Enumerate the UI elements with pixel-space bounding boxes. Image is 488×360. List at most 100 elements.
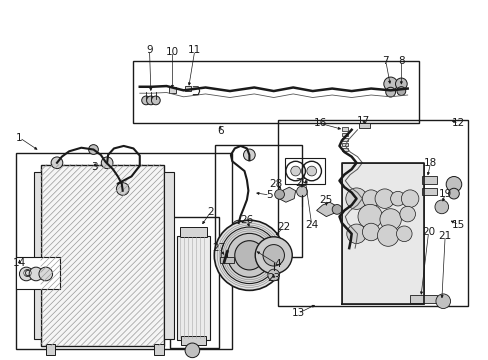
Circle shape [296, 186, 307, 197]
Bar [220, 257, 233, 263]
Circle shape [445, 176, 461, 192]
Circle shape [374, 189, 394, 208]
Bar [341, 133, 347, 136]
Circle shape [379, 209, 401, 230]
Circle shape [362, 190, 379, 207]
Text: 5: 5 [266, 190, 273, 200]
Text: 20: 20 [421, 227, 434, 237]
Bar [181, 336, 205, 345]
Circle shape [243, 149, 255, 161]
Text: 7: 7 [382, 56, 388, 66]
Circle shape [447, 188, 458, 199]
Text: 6: 6 [216, 126, 223, 135]
Text: 16: 16 [313, 118, 326, 128]
Bar [184, 86, 191, 91]
Text: ©: © [21, 269, 32, 279]
Text: 22: 22 [276, 222, 289, 232]
Text: 1: 1 [16, 133, 23, 143]
Bar [422, 188, 436, 195]
Circle shape [290, 166, 300, 176]
Text: 21: 21 [438, 231, 451, 240]
Circle shape [399, 206, 415, 222]
Bar [34, 172, 41, 338]
Circle shape [255, 237, 292, 274]
Circle shape [401, 190, 418, 207]
Circle shape [377, 225, 398, 246]
Circle shape [116, 183, 129, 195]
Circle shape [88, 145, 98, 154]
Circle shape [383, 77, 397, 91]
Text: 28: 28 [269, 179, 282, 189]
Text: 15: 15 [451, 220, 465, 230]
Text: 4: 4 [274, 259, 281, 269]
Text: 17: 17 [357, 116, 370, 126]
Bar [341, 138, 347, 141]
Text: 24: 24 [305, 220, 318, 230]
Circle shape [234, 241, 264, 270]
Circle shape [263, 244, 284, 266]
Bar [41, 165, 163, 346]
Bar [409, 296, 436, 303]
Circle shape [51, 157, 62, 168]
Bar [46, 344, 55, 355]
Circle shape [396, 87, 405, 95]
Text: 19: 19 [438, 189, 451, 199]
Circle shape [227, 233, 271, 277]
Circle shape [20, 267, 33, 281]
Bar [341, 148, 347, 151]
Text: 10: 10 [165, 46, 179, 57]
Bar [133, 61, 418, 123]
Text: 12: 12 [451, 118, 465, 128]
Circle shape [331, 204, 341, 214]
Bar [215, 145, 302, 257]
Circle shape [184, 343, 199, 357]
Circle shape [29, 267, 43, 281]
Bar [422, 176, 436, 184]
Bar [341, 163, 423, 304]
Circle shape [267, 269, 279, 281]
Circle shape [345, 188, 366, 210]
Text: 2: 2 [206, 207, 213, 217]
Circle shape [146, 96, 155, 105]
Bar [180, 227, 206, 237]
Circle shape [274, 189, 284, 199]
Text: 26: 26 [240, 215, 253, 225]
Circle shape [214, 220, 284, 291]
Circle shape [101, 157, 113, 168]
Circle shape [232, 220, 244, 233]
Text: 11: 11 [188, 45, 201, 55]
Circle shape [396, 226, 411, 242]
Circle shape [357, 204, 382, 229]
Bar [16, 153, 232, 349]
Circle shape [346, 224, 366, 243]
Circle shape [306, 166, 316, 176]
Bar [169, 87, 176, 93]
Bar [277, 120, 467, 306]
Text: 14: 14 [13, 258, 26, 268]
Text: 9: 9 [146, 45, 153, 55]
Circle shape [434, 200, 447, 214]
Circle shape [39, 267, 53, 281]
Bar [285, 158, 324, 184]
Circle shape [435, 294, 449, 309]
Text: 8: 8 [397, 56, 404, 66]
Text: 3: 3 [91, 162, 98, 172]
Circle shape [395, 78, 407, 90]
Polygon shape [316, 202, 335, 217]
Text: 18: 18 [423, 158, 436, 168]
Circle shape [142, 96, 150, 105]
Text: 23: 23 [266, 273, 280, 283]
Circle shape [390, 192, 405, 206]
Circle shape [362, 223, 379, 241]
Bar [358, 123, 369, 128]
Bar [163, 172, 174, 338]
Polygon shape [277, 187, 295, 202]
Bar [170, 217, 219, 348]
Text: 13: 13 [291, 309, 304, 318]
Bar [341, 127, 347, 131]
Circle shape [151, 96, 160, 105]
Bar [177, 235, 210, 339]
Text: 25: 25 [319, 195, 332, 205]
Bar [341, 143, 347, 146]
Bar [154, 344, 163, 355]
